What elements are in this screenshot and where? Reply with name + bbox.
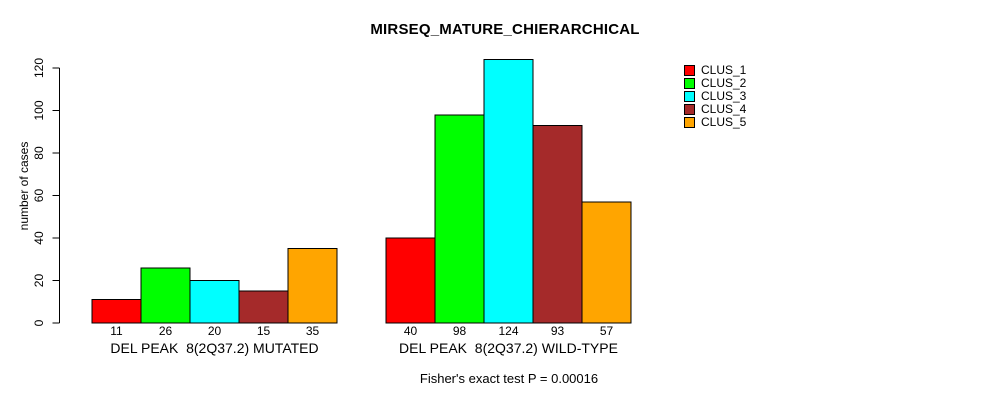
bar-value-label: 124 xyxy=(498,324,518,338)
bar-clus_1 xyxy=(385,237,436,324)
group-label: DEL PEAK 8(2Q37.2) WILD-TYPE xyxy=(399,340,618,356)
annotation-text: Fisher's exact test P = 0.00016 xyxy=(419,371,599,386)
bar-value-label: 98 xyxy=(453,324,467,338)
legend-label: CLUS_3 xyxy=(701,89,747,103)
bar-value-label: 40 xyxy=(404,324,418,338)
bar-value-label: 15 xyxy=(257,324,271,338)
y-axis-title: number of cases xyxy=(17,141,31,231)
legend-label: CLUS_4 xyxy=(701,102,747,116)
legend-swatch-clus_4 xyxy=(684,104,695,115)
legend-item-clus_2: CLUS_2 xyxy=(684,77,746,90)
chart-title: MIRSEQ_MATURE_CHIERARCHICAL xyxy=(370,21,640,38)
legend-swatch-clus_2 xyxy=(684,78,695,89)
bar-clus_3 xyxy=(483,59,534,324)
legend-item-clus_1: CLUS_1 xyxy=(684,64,746,77)
bar-value-label: 11 xyxy=(110,324,123,338)
legend-label: CLUS_5 xyxy=(701,115,747,129)
legend-swatch-clus_3 xyxy=(684,91,695,102)
y-tick-label: 20 xyxy=(32,274,46,288)
legend-label: CLUS_1 xyxy=(701,63,747,77)
legend-label: CLUS_2 xyxy=(701,76,747,90)
bar-clus_4 xyxy=(532,124,583,324)
bar-value-label: 57 xyxy=(600,324,614,338)
bar-clus_5 xyxy=(581,201,632,324)
bar-clus_1 xyxy=(91,299,142,324)
bar-value-label: 93 xyxy=(551,324,565,338)
y-tick-label: 100 xyxy=(32,100,46,120)
y-tick-label: 40 xyxy=(32,231,46,245)
legend-item-clus_5: CLUS_5 xyxy=(684,116,746,129)
y-tick-label: 60 xyxy=(32,189,46,203)
bar-clus_2 xyxy=(140,267,191,324)
y-tick-label: 80 xyxy=(32,146,46,160)
bar-value-label: 35 xyxy=(306,324,320,338)
legend-swatch-clus_5 xyxy=(684,117,695,128)
group-label: DEL PEAK 8(2Q37.2) MUTATED xyxy=(110,340,318,356)
y-tick-label: 120 xyxy=(32,58,46,78)
legend-item-clus_3: CLUS_3 xyxy=(684,90,746,103)
y-tick-label: 0 xyxy=(32,319,46,326)
bar-clus_4 xyxy=(238,290,289,324)
legend: CLUS_1 CLUS_2 CLUS_3 CLUS_4 CLUS_5 xyxy=(684,64,746,129)
bar-value-label: 20 xyxy=(208,324,222,338)
legend-item-clus_4: CLUS_4 xyxy=(684,103,746,116)
bar-clus_3 xyxy=(189,280,240,324)
bar-clus_2 xyxy=(434,114,485,324)
legend-swatch-clus_1 xyxy=(684,65,695,76)
bar-value-label: 26 xyxy=(159,324,173,338)
bar-clus_5 xyxy=(287,248,338,324)
